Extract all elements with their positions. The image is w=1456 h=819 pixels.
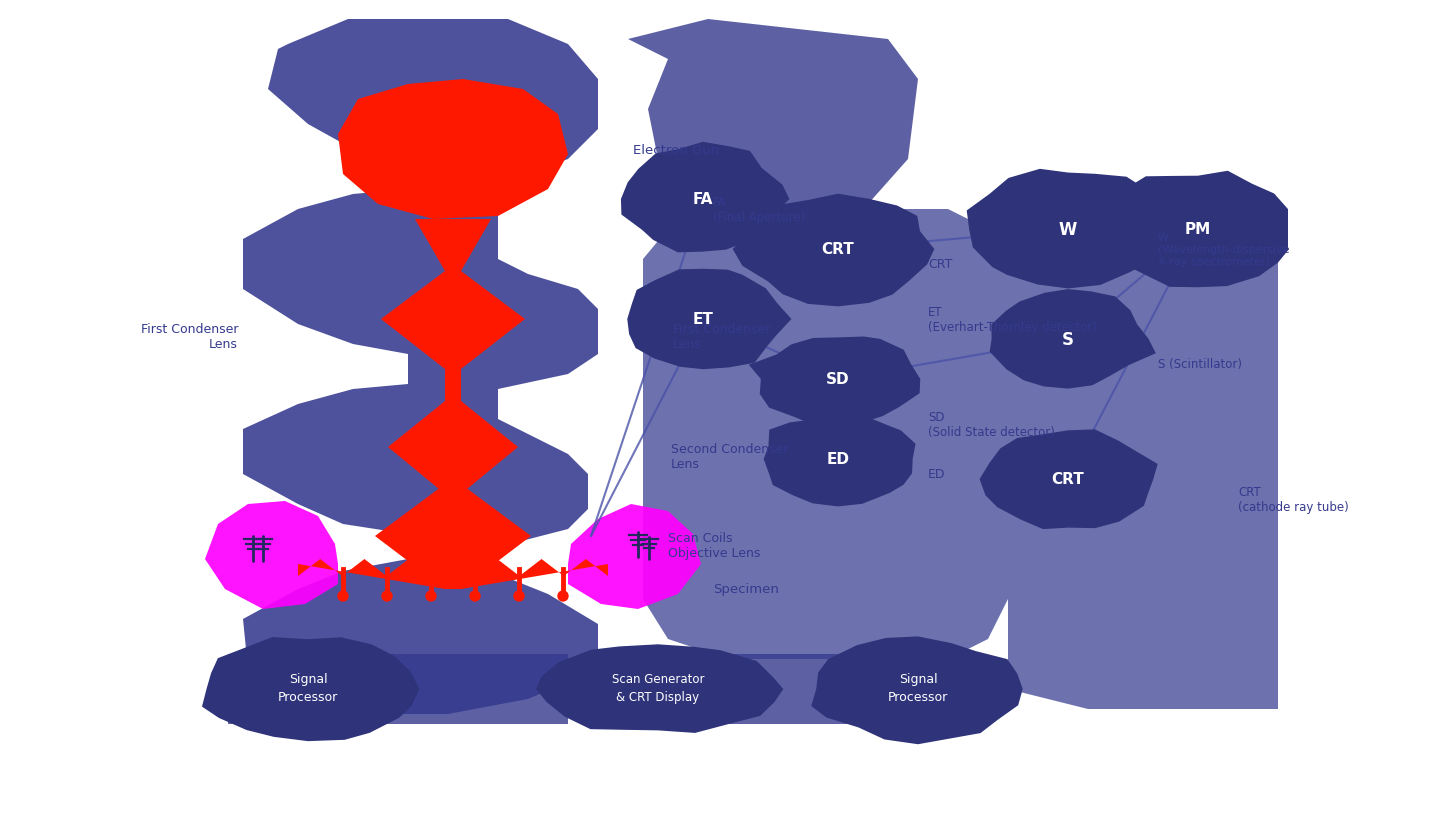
Polygon shape — [980, 430, 1158, 529]
Polygon shape — [229, 654, 568, 724]
Text: CRT: CRT — [821, 242, 855, 257]
Text: W
(Wavelength-dispersive
X-ray spectrometer): W (Wavelength-dispersive X-ray spectrome… — [1158, 233, 1290, 266]
Polygon shape — [967, 170, 1178, 289]
Text: CRT: CRT — [927, 258, 952, 271]
Polygon shape — [338, 80, 568, 219]
Text: Processor: Processor — [278, 690, 338, 704]
Text: ED: ED — [927, 468, 945, 481]
Text: ET
(Everhart-Thornley detector): ET (Everhart-Thornley detector) — [927, 305, 1096, 333]
Text: S (Scintillator): S (Scintillator) — [1158, 358, 1242, 371]
Text: Electron Gun: Electron Gun — [633, 143, 719, 156]
Polygon shape — [381, 272, 526, 369]
Polygon shape — [202, 637, 419, 741]
Polygon shape — [376, 484, 531, 590]
Circle shape — [381, 591, 392, 601]
Text: Second Condenser: Second Condenser — [671, 443, 789, 456]
Text: SD
(Solid State detector): SD (Solid State detector) — [927, 410, 1056, 438]
Text: Lens: Lens — [210, 338, 237, 351]
Text: Processor: Processor — [888, 690, 948, 704]
Text: Scan Coils: Scan Coils — [668, 531, 732, 544]
Polygon shape — [446, 369, 462, 401]
Polygon shape — [446, 484, 462, 495]
Text: Signal: Signal — [288, 672, 328, 686]
Text: ED: ED — [827, 452, 849, 467]
Circle shape — [338, 591, 348, 601]
Text: & CRT Display: & CRT Display — [616, 690, 699, 704]
Polygon shape — [628, 269, 792, 369]
Text: CRT
(cathode ray tube): CRT (cathode ray tube) — [1238, 486, 1348, 514]
Polygon shape — [298, 559, 609, 590]
Polygon shape — [568, 505, 700, 609]
Text: FA: FA — [693, 192, 713, 207]
Polygon shape — [811, 636, 1022, 744]
Polygon shape — [764, 413, 916, 507]
Polygon shape — [1104, 171, 1291, 288]
Circle shape — [514, 591, 524, 601]
Text: First Condenser: First Condenser — [140, 324, 237, 336]
Polygon shape — [732, 194, 935, 307]
Text: SD: SD — [826, 372, 850, 387]
Text: W: W — [1059, 221, 1077, 238]
Text: First Condenser: First Condenser — [673, 324, 770, 336]
Text: Lens: Lens — [671, 458, 700, 471]
Polygon shape — [1008, 229, 1278, 709]
Text: FA
(Final Aperture): FA (Final Aperture) — [713, 196, 805, 224]
Polygon shape — [748, 337, 920, 428]
Text: Signal: Signal — [898, 672, 938, 686]
Polygon shape — [990, 290, 1156, 389]
Circle shape — [470, 591, 480, 601]
Text: CRT: CRT — [1051, 472, 1085, 487]
Text: Objective Lens: Objective Lens — [668, 545, 760, 559]
Circle shape — [427, 591, 435, 601]
Text: Lens: Lens — [673, 338, 702, 351]
Text: PM: PM — [1185, 222, 1211, 238]
Polygon shape — [536, 645, 783, 733]
Text: S: S — [1061, 331, 1075, 349]
Polygon shape — [387, 401, 518, 495]
Polygon shape — [644, 210, 1008, 659]
Polygon shape — [205, 501, 338, 609]
Polygon shape — [620, 143, 789, 253]
Text: Scan Generator: Scan Generator — [612, 672, 705, 686]
Circle shape — [558, 591, 568, 601]
Text: ET: ET — [693, 312, 713, 327]
Polygon shape — [628, 20, 917, 229]
Polygon shape — [598, 654, 958, 724]
Text: Specimen: Specimen — [713, 583, 779, 595]
Polygon shape — [243, 20, 598, 714]
Polygon shape — [415, 219, 491, 272]
